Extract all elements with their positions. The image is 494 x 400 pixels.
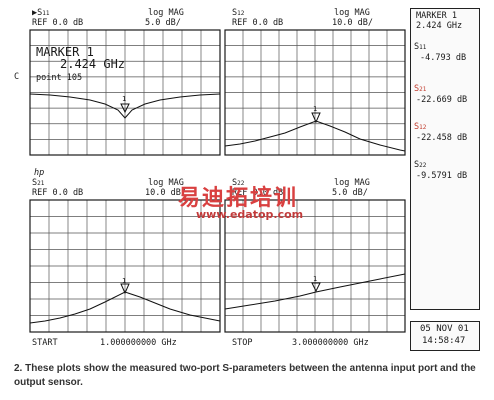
s22-marker-arrow [311,282,321,293]
marker-readout-panel [410,8,480,310]
datetime-box [410,321,480,351]
hp-logo: hp [34,168,45,178]
s12-graticule-frame [224,29,406,156]
start-value: 1.000000000 GHz [100,338,177,348]
marker-point-label: point 105 [36,73,83,83]
s22-param-label: S22 [232,178,245,188]
channel-c-label: C [14,72,20,82]
s11-graticule-frame [29,29,221,156]
s12-param-label: S12 [232,8,245,18]
marker-freq-label: 2.424 GHz [60,57,126,71]
s21-ref-label: REF 0.0 dB [32,188,84,198]
watermark-url: www.edatop.com [196,208,304,221]
panel-s21-value: -22.669 dB [416,95,468,105]
panel-marker-title: MARKER 1 [416,11,457,21]
time-label: 14:58:47 [422,336,466,346]
s22-scale-label: 5.0 dB/ [332,188,368,198]
s22-format-label: log MAG [334,178,370,188]
s12-ref-label: REF 0.0 dB [232,18,284,28]
marker-title-label: MARKER 1 [36,45,94,59]
s22-marker-number: 1 [313,275,318,283]
s12-marker-number: 1 [313,105,318,113]
s21-param-label: S21 [32,178,45,188]
s11-ref-label: REF 0.0 dB [32,18,84,28]
figure-caption: 2. These plots show the measured two-por… [14,363,476,388]
panel-s12-param: S12 [414,122,427,132]
s21-graticule [30,200,220,332]
s22-graticule [225,200,405,332]
s11-graticule [30,30,220,155]
s21-graticule-frame [29,199,221,333]
panel-s22-value: -9.5791 dB [416,171,468,181]
stop-value: 3.000000000 GHz [292,338,369,348]
s11-param-label: ▶S11 [32,8,50,18]
s11-marker-arrow [120,103,130,114]
panel-s21-param: S21 [414,84,427,94]
s21-scale-label: 10.0 dB/ [145,188,186,198]
s21-format-label: log MAG [148,178,184,188]
s21-marker-number: 1 [122,277,127,285]
s22-ref-label: REF 0.0 dB [232,188,284,198]
s11-trace [29,93,221,119]
s11-format-label: log MAG [148,8,184,18]
stop-label: STOP [232,338,253,348]
panel-s22-param: S22 [414,160,427,170]
panel-s11-value: -4.793 dB [420,53,467,63]
panel-s12-value: -22.458 dB [416,133,468,143]
s11-scale-label: 5.0 dB/ [145,18,181,28]
panel-s11-param: S11 [414,42,427,52]
s12-format-label: log MAG [334,8,370,18]
s12-graticule [225,30,405,155]
s11-marker-number: 1 [122,95,127,103]
s12-scale-label: 10.0 dB/ [332,18,373,28]
start-label: START [32,338,58,348]
s22-graticule-frame [224,199,406,333]
date-label: 05 NOV 01 [420,324,469,334]
s12-marker-arrow [311,112,321,124]
s21-marker-arrow [120,283,130,295]
panel-marker-freq: 2.424 GHz [416,21,463,31]
watermark-chinese: 易迪拓培训 [178,186,299,211]
